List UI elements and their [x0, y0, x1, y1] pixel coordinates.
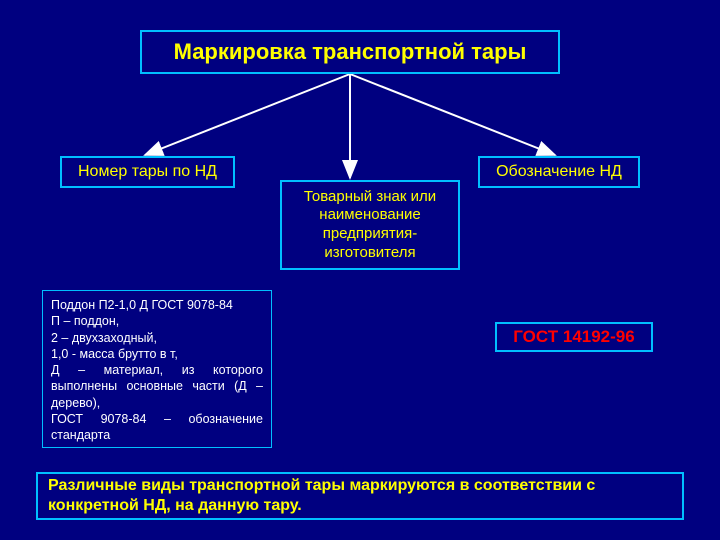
example-line: 1,0 - масса брутто в т, — [51, 346, 263, 362]
example-box: Поддон П2-1,0 Д ГОСТ 9078-84П – поддон,2… — [42, 290, 272, 448]
left-branch-box: Номер тары по НД — [60, 156, 235, 188]
right-branch-box: Обозначение НД — [478, 156, 640, 188]
title-box: Маркировка транспортной тары — [140, 30, 560, 74]
gost-text: ГОСТ 14192-96 — [513, 327, 634, 347]
slide-root: Маркировка транспортной тары Номер тары … — [0, 0, 720, 540]
example-line: Поддон П2-1,0 Д ГОСТ 9078-84 — [51, 297, 263, 313]
gost-box: ГОСТ 14192-96 — [495, 322, 653, 352]
center-branch-box: Товарный знак или наименование предприят… — [280, 180, 460, 270]
right-branch-text: Обозначение НД — [496, 163, 622, 181]
example-line: Д – материал, из которого выполнены осно… — [51, 362, 263, 411]
title-text: Маркировка транспортной тары — [174, 39, 527, 65]
arrow-to-left — [145, 74, 350, 155]
left-branch-text: Номер тары по НД — [78, 163, 217, 181]
example-line: 2 – двухзаходный, — [51, 330, 263, 346]
arrow-to-right — [350, 74, 555, 155]
center-branch-text: Товарный знак или наименование предприят… — [292, 188, 448, 263]
footer-text: Различные виды транспортной тары маркиру… — [48, 476, 672, 516]
arrows-layer — [0, 0, 720, 540]
footer-box: Различные виды транспортной тары маркиру… — [36, 472, 684, 520]
example-line: П – поддон, — [51, 313, 263, 329]
example-line: ГОСТ 9078-84 – обозначение стандарта — [51, 411, 263, 444]
